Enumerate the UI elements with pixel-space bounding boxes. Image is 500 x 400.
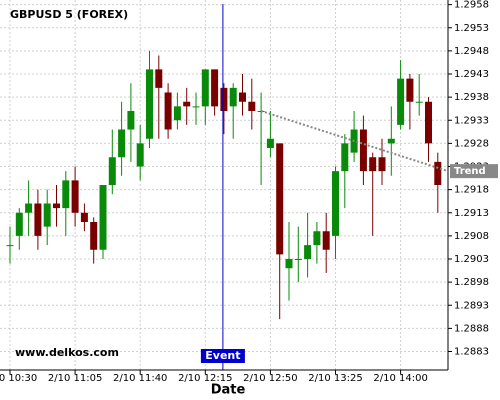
y-tick-label: 1.2958 [454,0,489,11]
x-axis-title: Date [211,383,246,398]
candle-body [108,157,116,185]
x-tick-label: 2/10 14:00 [373,373,427,384]
candle-body [146,69,153,139]
y-tick-label: 1.2893 [454,300,489,311]
y-tick-label: 1.2928 [454,138,489,149]
candle-body [425,101,432,144]
candle-body [211,69,219,107]
candle-body [136,143,144,167]
candle-body [387,138,395,144]
candle-body [220,87,228,111]
x-tick-label: 2/10 11:05 [48,373,102,384]
candle-body [434,161,442,185]
candle-body [183,101,191,107]
y-tick-label: 1.2903 [454,254,489,265]
event-label: Event [205,349,240,362]
candle-body [201,69,209,107]
candle-body [173,106,181,121]
candle-body [90,222,98,250]
candle-body [239,92,246,102]
y-tick-label: 1.2883 [454,347,489,358]
candle-body [369,157,377,172]
candle-body [294,259,302,260]
y-tick-label: 1.2943 [454,69,489,80]
candle-body [397,78,405,125]
y-tick-label: 1.2933 [454,115,489,126]
y-tick-label: 1.2953 [454,23,489,34]
chart-title: GBPUSD 5 (FOREX) [10,8,128,21]
candle-body [80,212,88,222]
candle-body [6,245,14,247]
candle-body [118,129,126,158]
y-tick-label: 1.2898 [454,277,489,288]
trend-label: Trend [454,166,486,177]
y-tick-label: 1.2918 [454,185,489,196]
candle-body [99,185,107,250]
candle-body [285,259,293,269]
candle-body [322,231,330,250]
candle-body [15,212,23,236]
candle-body [25,203,33,213]
candle-body [406,78,414,102]
candle-body [192,106,200,108]
candle-body [276,143,284,255]
candle-body [155,69,163,88]
x-tick-label: 2/10 12:50 [243,373,297,384]
candle-body [164,92,172,130]
watermark: www.delkos.com [15,346,119,359]
candle-body [71,180,79,213]
y-tick-label: 1.2913 [454,208,489,219]
candle-body [341,143,349,172]
candle-body [266,138,274,148]
candle-body [127,111,135,130]
trend-line [260,110,449,173]
trend-label-box [450,164,498,179]
x-tick-label: 2/10 10:30 [0,373,37,384]
candle-body [313,231,321,246]
candle-body [248,101,256,111]
candle-body [415,101,423,103]
candle-body [332,171,339,236]
x-tick-label: 2/10 12:15 [178,373,232,384]
candle-body [53,203,60,209]
x-tick-label: 2/10 11:40 [113,373,167,384]
event-label-box [200,349,245,363]
y-tick-label: 1.2908 [454,231,489,242]
y-tick-label: 1.2938 [454,92,489,103]
candle-body [43,203,51,227]
candle-body [62,180,70,209]
y-tick-label: 1.2888 [454,323,489,334]
candle-body [378,157,386,172]
y-tick-label: 1.2948 [454,46,489,57]
candle-body [304,245,312,259]
candle-body [34,203,42,236]
x-tick-label: 2/10 13:25 [308,373,362,384]
candle-body [359,129,367,172]
candle-body [229,87,237,107]
